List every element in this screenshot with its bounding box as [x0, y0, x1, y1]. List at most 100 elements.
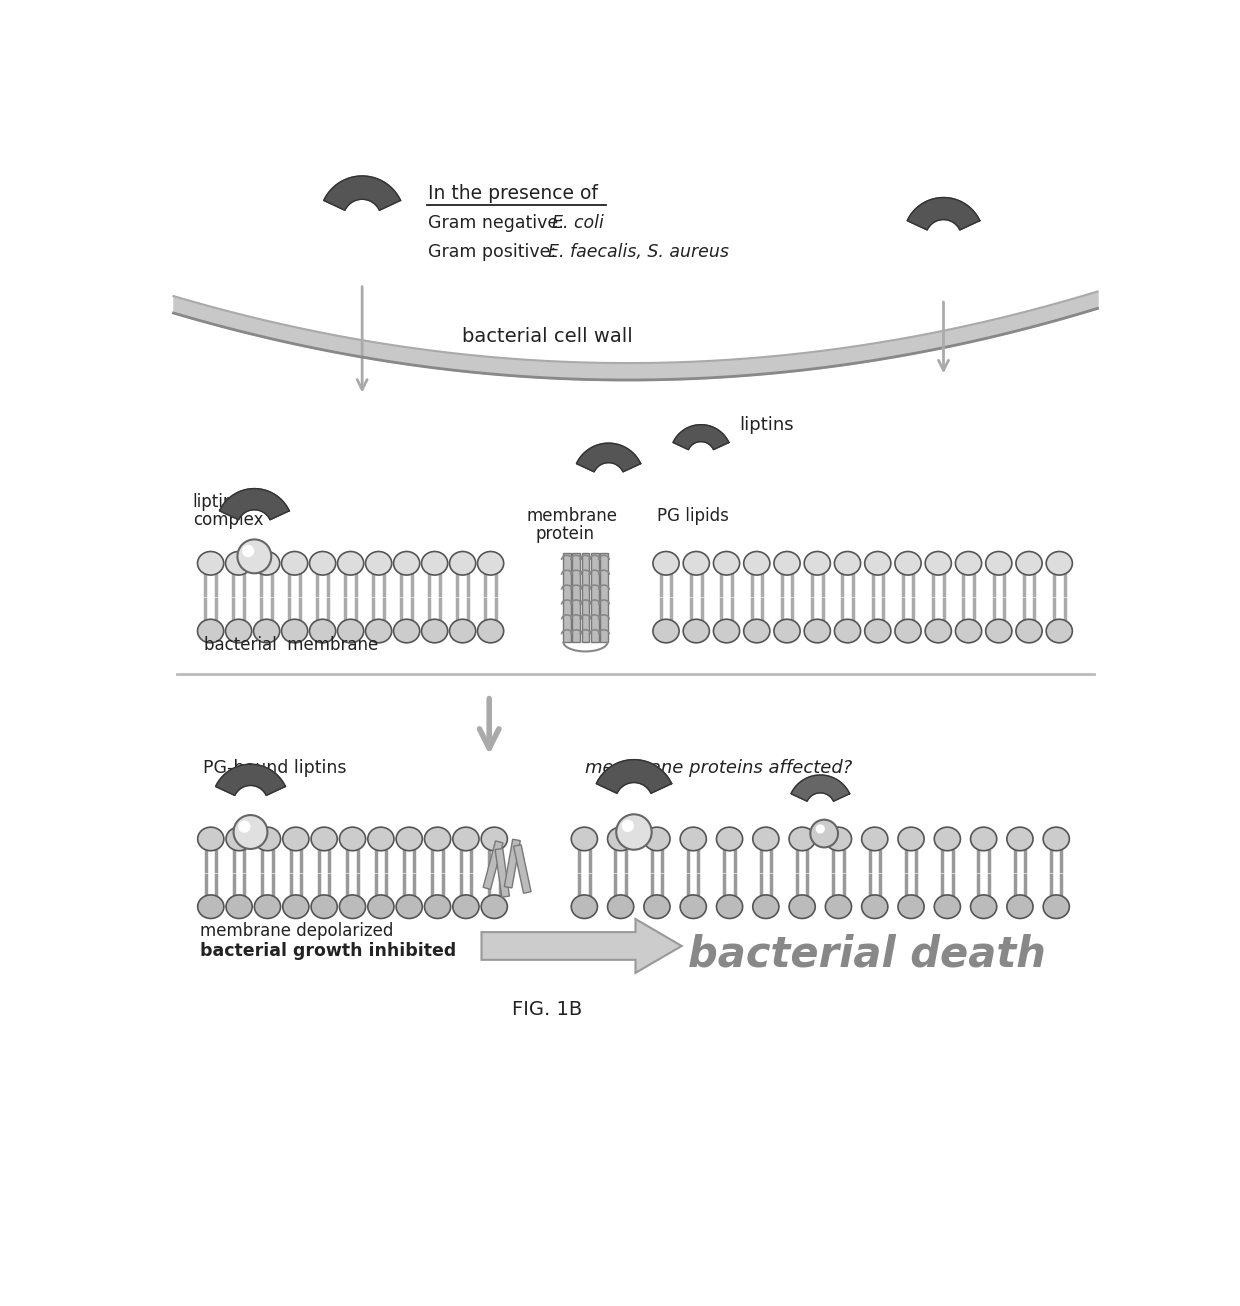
Polygon shape — [577, 443, 641, 471]
Polygon shape — [324, 176, 401, 210]
Text: protein: protein — [536, 525, 594, 542]
Ellipse shape — [393, 551, 419, 575]
Ellipse shape — [1007, 895, 1033, 918]
Polygon shape — [791, 774, 849, 801]
Text: Gram negative:: Gram negative: — [428, 214, 569, 231]
Ellipse shape — [424, 827, 450, 850]
Polygon shape — [219, 488, 289, 520]
Bar — [582, 552, 589, 641]
Text: bacterial death: bacterial death — [688, 934, 1045, 976]
Ellipse shape — [450, 619, 476, 643]
Ellipse shape — [253, 551, 280, 575]
Circle shape — [233, 815, 268, 849]
Text: PG lipids: PG lipids — [657, 507, 729, 525]
Ellipse shape — [340, 827, 366, 850]
Polygon shape — [481, 919, 682, 973]
Ellipse shape — [310, 619, 336, 643]
Ellipse shape — [393, 619, 419, 643]
Bar — [590, 552, 599, 641]
Ellipse shape — [396, 895, 423, 918]
Ellipse shape — [450, 551, 476, 575]
Text: bacterial cell wall: bacterial cell wall — [461, 326, 632, 346]
Text: FIG. 1B: FIG. 1B — [512, 1000, 582, 1019]
Ellipse shape — [1043, 827, 1069, 850]
Ellipse shape — [683, 551, 709, 575]
Ellipse shape — [956, 551, 982, 575]
Ellipse shape — [895, 619, 921, 643]
Text: membrane depolarized: membrane depolarized — [201, 922, 394, 940]
Polygon shape — [908, 197, 980, 230]
Ellipse shape — [681, 827, 707, 850]
Ellipse shape — [934, 895, 961, 918]
Text: liptin-PG: liptin-PG — [192, 494, 263, 511]
Ellipse shape — [572, 895, 598, 918]
Ellipse shape — [254, 827, 280, 850]
Ellipse shape — [898, 895, 924, 918]
Ellipse shape — [283, 895, 309, 918]
Ellipse shape — [453, 895, 479, 918]
Ellipse shape — [226, 827, 252, 850]
Ellipse shape — [197, 895, 224, 918]
Ellipse shape — [713, 551, 739, 575]
Bar — [495, 849, 510, 897]
Ellipse shape — [424, 895, 450, 918]
Bar — [573, 552, 580, 641]
Ellipse shape — [481, 827, 507, 850]
Text: bacterial growth inhibited: bacterial growth inhibited — [201, 942, 456, 960]
Ellipse shape — [805, 551, 831, 575]
Ellipse shape — [337, 619, 363, 643]
Text: E. coli: E. coli — [552, 214, 604, 231]
Text: E. faecalis, S. aureus: E. faecalis, S. aureus — [548, 243, 729, 261]
Ellipse shape — [310, 551, 336, 575]
Ellipse shape — [717, 895, 743, 918]
Ellipse shape — [805, 619, 831, 643]
Ellipse shape — [681, 895, 707, 918]
Ellipse shape — [753, 827, 779, 850]
Ellipse shape — [986, 551, 1012, 575]
Ellipse shape — [226, 895, 252, 918]
Ellipse shape — [789, 895, 815, 918]
Ellipse shape — [283, 827, 309, 850]
Ellipse shape — [477, 551, 503, 575]
Ellipse shape — [422, 619, 448, 643]
Ellipse shape — [1007, 827, 1033, 850]
Ellipse shape — [608, 827, 634, 850]
Ellipse shape — [862, 895, 888, 918]
Ellipse shape — [925, 619, 951, 643]
Polygon shape — [673, 424, 729, 449]
Ellipse shape — [744, 551, 770, 575]
Ellipse shape — [774, 619, 800, 643]
Text: membrane: membrane — [526, 507, 618, 525]
Ellipse shape — [835, 619, 861, 643]
Ellipse shape — [713, 619, 739, 643]
Bar — [484, 841, 503, 889]
Ellipse shape — [895, 551, 921, 575]
Circle shape — [616, 815, 652, 850]
Ellipse shape — [644, 827, 670, 850]
Ellipse shape — [254, 895, 280, 918]
Ellipse shape — [774, 551, 800, 575]
Ellipse shape — [572, 827, 598, 850]
Ellipse shape — [368, 827, 394, 850]
Text: complex: complex — [192, 511, 263, 529]
Ellipse shape — [396, 827, 423, 850]
Ellipse shape — [226, 551, 252, 575]
Text: PG-bound liptins: PG-bound liptins — [203, 759, 346, 777]
Ellipse shape — [366, 619, 392, 643]
Ellipse shape — [653, 619, 680, 643]
Ellipse shape — [1047, 619, 1073, 643]
Ellipse shape — [1043, 895, 1069, 918]
Circle shape — [238, 820, 250, 833]
Ellipse shape — [1047, 551, 1073, 575]
Ellipse shape — [971, 895, 997, 918]
Ellipse shape — [925, 551, 951, 575]
Circle shape — [816, 824, 825, 833]
Ellipse shape — [864, 619, 890, 643]
Ellipse shape — [366, 551, 392, 575]
Bar — [513, 845, 531, 893]
Ellipse shape — [197, 551, 223, 575]
Ellipse shape — [337, 551, 363, 575]
Ellipse shape — [197, 619, 223, 643]
Ellipse shape — [898, 827, 924, 850]
Ellipse shape — [789, 827, 815, 850]
